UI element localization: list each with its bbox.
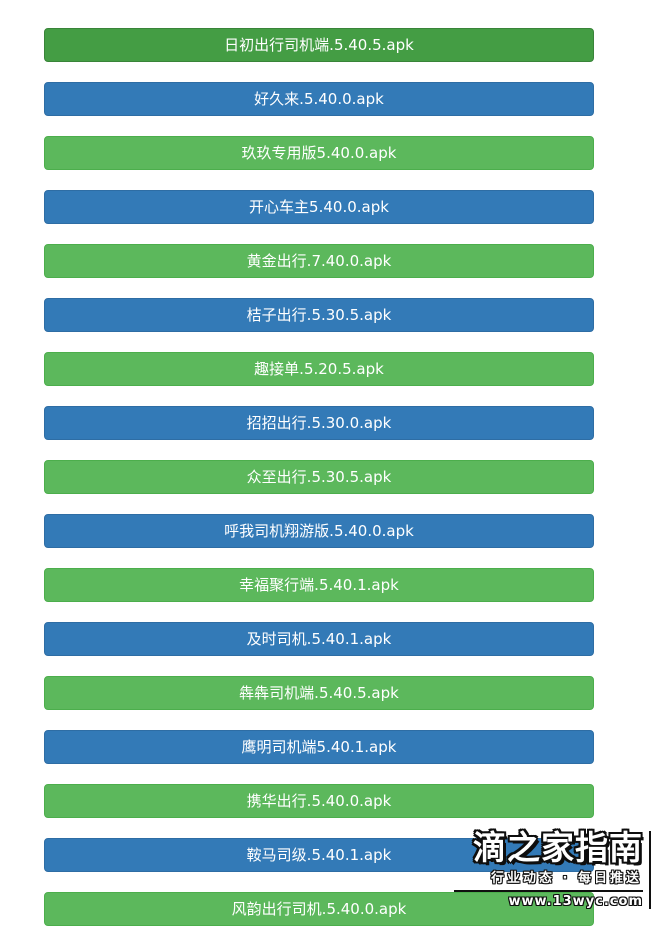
apk-download-button[interactable]: 趣接单.5.20.5.apk [44,352,594,386]
download-list: 日初出行司机端.5.40.5.apk 好久来.5.40.0.apk 玖玖专用版5.4… [44,0,594,926]
apk-download-button[interactable]: 幸福聚行端.5.40.1.apk [44,568,594,602]
apk-download-button[interactable]: 玖玖专用版5.40.0.apk [44,136,594,170]
apk-download-button[interactable]: 携华出行.5.40.0.apk [44,784,594,818]
apk-download-button[interactable]: 呼我司机翔游版.5.40.0.apk [44,514,594,548]
apk-download-button[interactable]: 桔子出行.5.30.5.apk [44,298,594,332]
apk-download-button[interactable]: 风韵出行司机.5.40.0.apk [44,892,594,926]
apk-download-button[interactable]: 开心车主5.40.0.apk [44,190,594,224]
apk-download-button[interactable]: 犇犇司机端.5.40.5.apk [44,676,594,710]
apk-download-button[interactable]: 鹰明司机端5.40.1.apk [44,730,594,764]
apk-download-button[interactable]: 黄金出行.7.40.0.apk [44,244,594,278]
apk-download-button[interactable]: 好久来.5.40.0.apk [44,82,594,116]
apk-download-button[interactable]: 及时司机.5.40.1.apk [44,622,594,656]
apk-download-button[interactable]: 日初出行司机端.5.40.5.apk [44,28,594,62]
apk-download-button[interactable]: 招招出行.5.30.0.apk [44,406,594,440]
apk-download-button[interactable]: 众至出行.5.30.5.apk [44,460,594,494]
apk-download-button[interactable]: 鞍马司级.5.40.1.apk [44,838,594,872]
